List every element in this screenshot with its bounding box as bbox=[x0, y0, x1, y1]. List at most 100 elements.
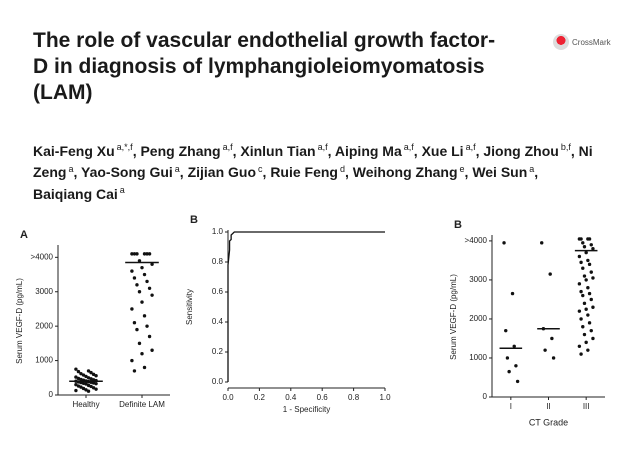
x-tick-label: 0.0 bbox=[222, 393, 234, 402]
author-name: Ni Zeng bbox=[33, 142, 593, 181]
data-point bbox=[579, 260, 583, 265]
data-point bbox=[94, 387, 98, 391]
author-name: Yao-Song Gui bbox=[81, 164, 173, 181]
data-point bbox=[515, 379, 520, 384]
data-point bbox=[591, 247, 595, 251]
crossmark[interactable]: CrossMark bbox=[553, 34, 611, 50]
y-tick-label: 2000 bbox=[469, 314, 487, 323]
data-point bbox=[584, 307, 588, 311]
data-point bbox=[591, 336, 595, 341]
data-point bbox=[140, 351, 144, 356]
data-point bbox=[150, 348, 154, 352]
data-point bbox=[145, 324, 149, 328]
data-point bbox=[514, 364, 518, 368]
data-point bbox=[581, 325, 585, 329]
data-point bbox=[577, 344, 582, 348]
x-tick-label: I bbox=[510, 402, 512, 411]
paper-title: The role of vascular endothelial growth … bbox=[33, 29, 496, 104]
author: Zijian Guo c, bbox=[187, 164, 267, 181]
author-affiliation: e bbox=[459, 163, 465, 174]
author-name: Aiping Ma bbox=[334, 142, 402, 159]
y-tick-label: 1.0 bbox=[212, 227, 224, 236]
data-point bbox=[586, 313, 590, 317]
data-point bbox=[591, 305, 595, 309]
x-axis-label: CT Grade bbox=[529, 417, 568, 427]
separator: , bbox=[73, 164, 78, 181]
data-point bbox=[579, 237, 583, 241]
data-point bbox=[577, 254, 582, 259]
data-point bbox=[589, 270, 593, 274]
data-point bbox=[145, 279, 149, 284]
x-tick-label: 0.2 bbox=[254, 393, 266, 402]
data-point bbox=[135, 283, 139, 287]
data-point bbox=[86, 369, 91, 373]
separator: , bbox=[345, 164, 349, 181]
data-point bbox=[137, 290, 142, 294]
y-tick-label: >4000 bbox=[31, 252, 54, 261]
data-point bbox=[582, 245, 587, 249]
data-point bbox=[540, 241, 544, 245]
author-name: Peng Zhang bbox=[140, 142, 221, 159]
data-point bbox=[130, 269, 134, 273]
separator: , bbox=[413, 142, 418, 159]
author-affiliation: a bbox=[529, 163, 535, 174]
data-point bbox=[581, 241, 585, 245]
data-point bbox=[507, 369, 511, 374]
x-tick-label: 0.8 bbox=[348, 393, 360, 402]
author: Jiong Zhou b,f, bbox=[483, 142, 574, 159]
data-point bbox=[577, 282, 582, 286]
data-point bbox=[74, 375, 78, 379]
y-tick-label: >4000 bbox=[465, 236, 488, 245]
crossmark-icon bbox=[553, 34, 569, 50]
data-point bbox=[91, 372, 96, 377]
author-name: Kai-Feng Xu bbox=[33, 142, 115, 159]
data-point bbox=[584, 340, 588, 345]
separator: , bbox=[534, 164, 539, 181]
data-point bbox=[150, 293, 154, 297]
data-point bbox=[142, 314, 147, 318]
x-tick-label: 0.4 bbox=[285, 393, 297, 402]
panel-label: B bbox=[454, 219, 462, 231]
author: Xinlun Tian a,f, bbox=[240, 142, 331, 159]
author-affiliation: a,f bbox=[317, 142, 328, 152]
author-name: Baiqiang Cai bbox=[33, 185, 118, 202]
author-affiliation: a bbox=[68, 163, 74, 174]
data-point bbox=[140, 300, 144, 304]
author-affiliation: a bbox=[174, 163, 180, 174]
author: Peng Zhang a,f, bbox=[140, 142, 236, 159]
data-point bbox=[132, 321, 137, 325]
data-point bbox=[81, 386, 86, 391]
roc-curve bbox=[227, 231, 385, 382]
data-point bbox=[84, 388, 88, 392]
data-point bbox=[550, 336, 554, 341]
y-tick-label: 1000 bbox=[35, 356, 53, 365]
data-point bbox=[89, 370, 93, 375]
data-point bbox=[84, 382, 88, 386]
data-point bbox=[76, 369, 81, 374]
y-axis-label: Serum VEGF-D (pg/mL) bbox=[449, 274, 458, 360]
data-point bbox=[587, 321, 592, 325]
data-point bbox=[512, 344, 516, 348]
data-point bbox=[74, 388, 78, 393]
data-point bbox=[582, 301, 587, 306]
y-tick-label: 2000 bbox=[35, 321, 53, 330]
data-point bbox=[589, 328, 593, 333]
data-point bbox=[142, 365, 147, 370]
author: Ruie Feng d, bbox=[270, 164, 349, 181]
author-affiliation: a bbox=[119, 185, 125, 196]
data-point bbox=[579, 352, 583, 356]
data-point bbox=[74, 367, 78, 371]
data-point bbox=[582, 274, 587, 278]
data-point bbox=[137, 341, 142, 346]
author-name: Zijian Guo bbox=[187, 164, 257, 181]
data-point bbox=[74, 382, 78, 387]
separator: , bbox=[179, 164, 184, 181]
y-tick-label: 0.6 bbox=[212, 287, 224, 296]
author-affiliation: a,*,f bbox=[116, 142, 133, 152]
data-point bbox=[579, 317, 583, 321]
data-point bbox=[147, 286, 152, 291]
authors: Kai-Feng Xu a,*,f, Peng Zhang a,f, Xinlun … bbox=[33, 138, 598, 203]
data-point bbox=[135, 252, 139, 256]
author-name: Ruie Feng bbox=[270, 164, 338, 181]
data-point bbox=[589, 297, 593, 302]
